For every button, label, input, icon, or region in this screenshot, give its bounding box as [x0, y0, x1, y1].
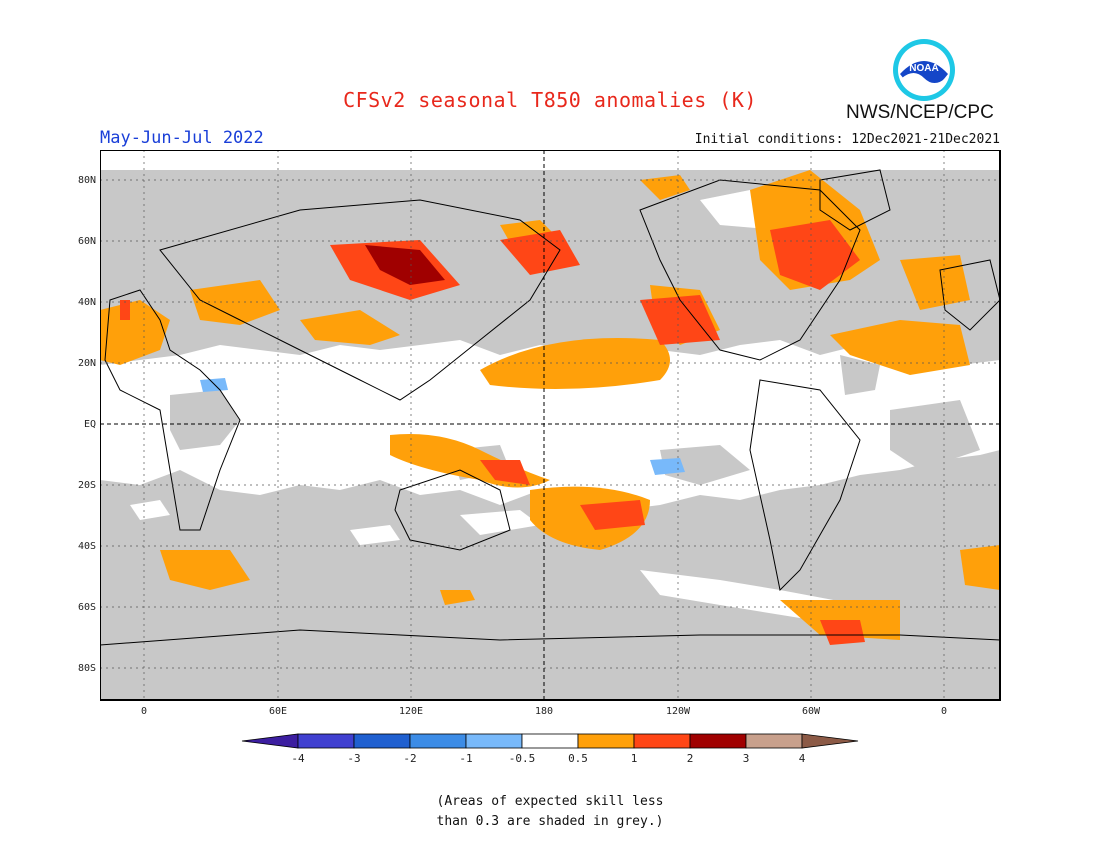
colorbar-swatch	[409, 733, 467, 749]
graticule	[100, 150, 1000, 700]
colorbar-label: -0.5	[509, 752, 536, 765]
lat-label: 80S	[78, 663, 96, 674]
colorbar-swatch	[297, 733, 355, 749]
colorbar-swatches	[241, 733, 859, 749]
latitude-labels: 80N 60N 40N 20N EQ 20S 40S 60S 80S	[78, 175, 96, 674]
lon-label: 120E	[399, 706, 423, 717]
lat-label: 80N	[78, 175, 96, 186]
colorbar-swatch	[465, 733, 523, 749]
colorbar-label: -3	[347, 752, 360, 765]
colorbar-swatch	[241, 733, 299, 749]
colorbar-swatch	[801, 733, 859, 749]
lon-label: 0	[941, 706, 947, 717]
initial-conditions-label: Initial conditions: 12Dec2021-21Dec2021	[694, 132, 1000, 147]
colorbar-label: 1	[631, 752, 638, 765]
equator-dateline	[100, 150, 1000, 700]
colorbar: -4 -3 -2 -1 -0.5 0.5 1 2 3 4	[241, 733, 859, 765]
lon-label: 180	[535, 706, 553, 717]
colorbar-swatch	[577, 733, 635, 749]
noaa-logo: NOAA	[893, 39, 955, 101]
colorbar-swatch	[745, 733, 803, 749]
lat-label: 20S	[78, 480, 96, 491]
warm-anomaly-2-3	[365, 245, 445, 285]
lon-label: 0	[141, 706, 147, 717]
agency-label: NWS/NCEP/CPC	[846, 102, 994, 123]
colorbar-label: 0.5	[568, 752, 588, 765]
skill-note: (Areas of expected skill less than 0.3 a…	[0, 792, 1100, 832]
colorbar-label: 2	[687, 752, 694, 765]
lat-label: 20N	[78, 358, 96, 369]
lon-label: 120W	[666, 706, 691, 717]
colorbar-label: -1	[459, 752, 472, 765]
lat-label: 60S	[78, 602, 96, 613]
skill-note-line: (Areas of expected skill less	[436, 794, 664, 809]
colorbar-swatch	[353, 733, 411, 749]
colorbar-label: 3	[743, 752, 750, 765]
lat-label: EQ	[84, 419, 96, 430]
map-border	[100, 150, 1001, 701]
map-title: CFSv2 seasonal T850 anomalies (K)	[343, 88, 757, 112]
lat-label: 60N	[78, 236, 96, 247]
skill-note-line: than 0.3 are shaded in grey.)	[436, 814, 664, 829]
lon-label: 60E	[269, 706, 287, 717]
lat-label: 40S	[78, 541, 96, 552]
anomaly-map	[100, 150, 1001, 701]
colorbar-swatch	[521, 733, 579, 749]
svg-text:NOAA: NOAA	[909, 63, 938, 74]
coastlines	[100, 169, 1001, 646]
cool-anomaly	[200, 378, 685, 475]
longitude-labels: 0 60E 120E 180 120W 60W 0	[141, 706, 947, 717]
colorbar-label: -2	[403, 752, 416, 765]
season-label: May-Jun-Jul 2022	[100, 128, 264, 148]
colorbar-label: 4	[799, 752, 806, 765]
lat-label: 40N	[78, 297, 96, 308]
colorbar-swatch	[633, 733, 691, 749]
colorbar-label: -4	[291, 752, 305, 765]
colorbar-swatch	[689, 733, 747, 749]
lon-label: 60W	[802, 706, 821, 717]
